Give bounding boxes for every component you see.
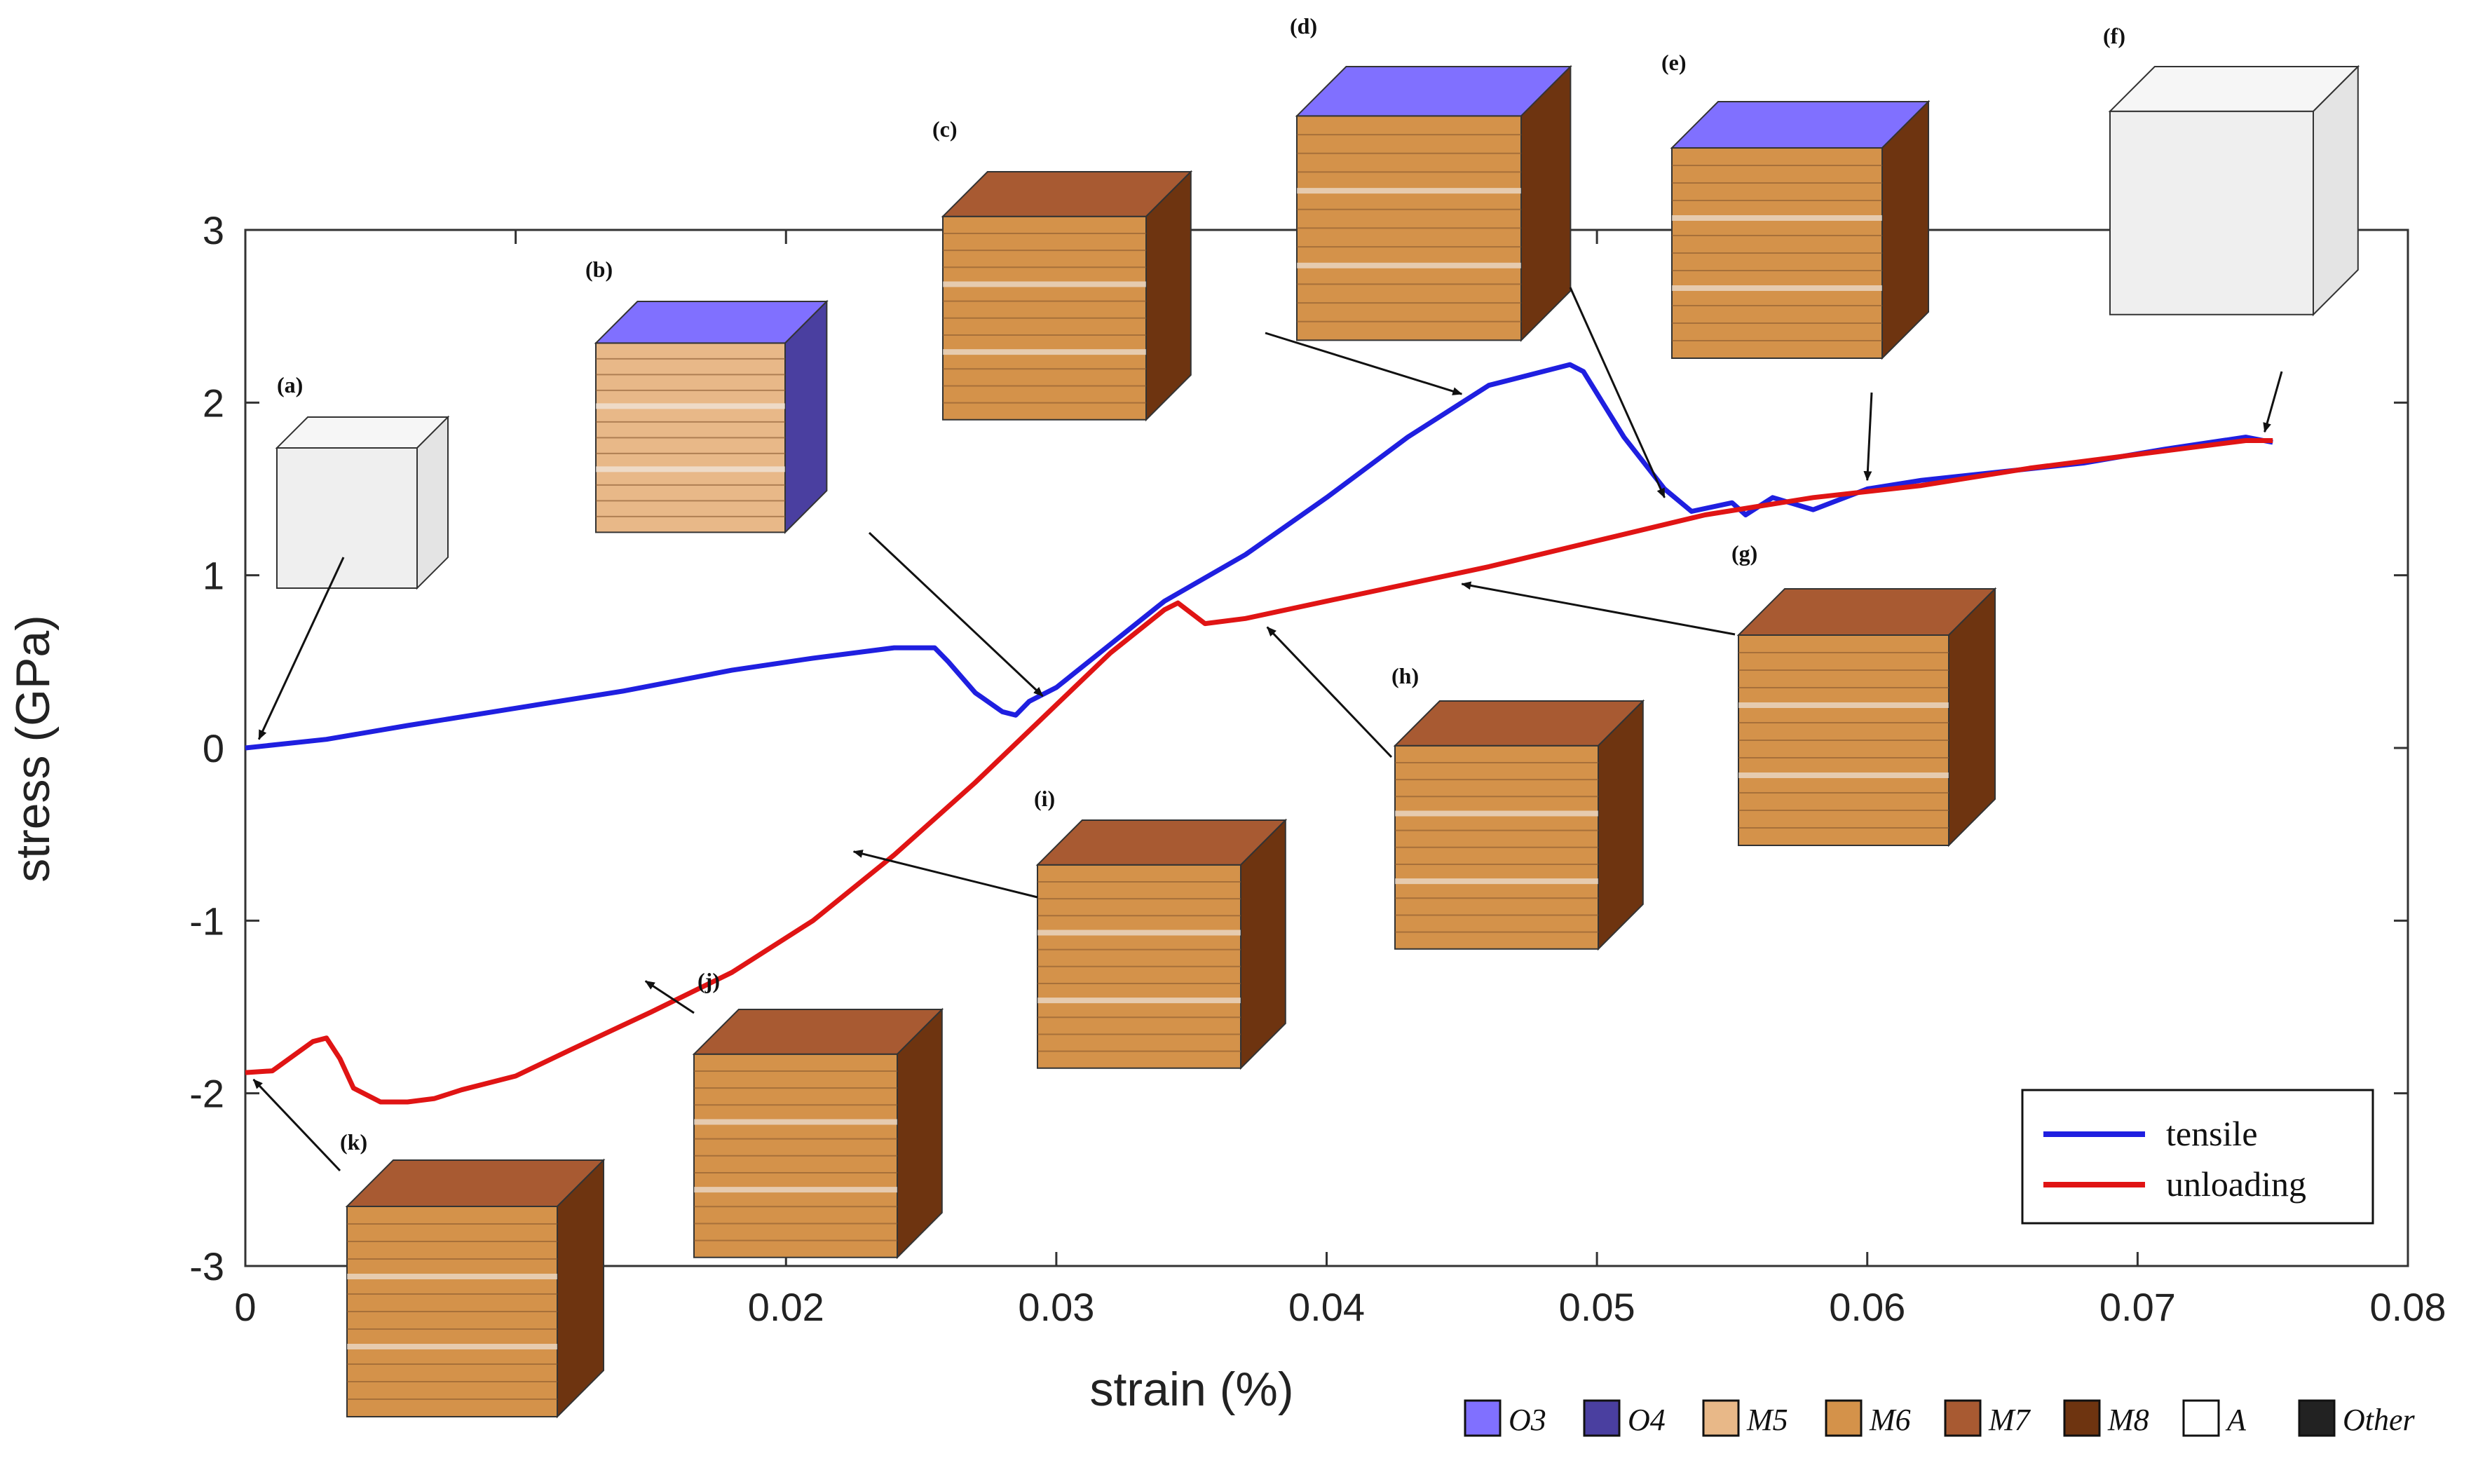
x-tick-label: 0.04: [1288, 1285, 1365, 1329]
cube-side-face: [2313, 64, 2359, 317]
legend-label-unloading: unloading: [2166, 1164, 2306, 1204]
panel-label: (b): [585, 257, 613, 282]
cube-side-face: [1598, 699, 1644, 951]
phase-label-O4: O4: [1628, 1403, 1666, 1437]
cube-side-face: [784, 299, 828, 534]
arrow-i: [852, 850, 1038, 899]
y-tick-label: 3: [203, 208, 224, 252]
phase-label-O3: O3: [1509, 1403, 1546, 1437]
phase-swatch-A: [2182, 1399, 2220, 1437]
arrow-d: [1569, 287, 1666, 498]
y-tick-label: 2: [203, 381, 224, 425]
x-tick-label: 0.06: [1829, 1285, 1905, 1329]
x-tick-label: 0.02: [748, 1285, 824, 1329]
snapshot-cube-f: (f): [2103, 23, 2360, 317]
snapshot-cube-j: (j): [692, 968, 944, 1260]
snapshot-cube-b: (b): [585, 257, 829, 534]
arrow-b: [868, 531, 1044, 697]
arrow-c: [1265, 332, 1463, 395]
cube-side-face: [1881, 100, 1929, 360]
cube-side-face: [1240, 818, 1286, 1070]
arrow-j: [644, 980, 695, 1014]
arrow-a: [257, 557, 345, 740]
panel-label: (a): [277, 372, 303, 397]
arrow-g: [1461, 581, 1736, 636]
arrow-k: [252, 1078, 341, 1172]
x-tick-label: 0.03: [1018, 1285, 1094, 1329]
x-tick-label: 0: [234, 1285, 256, 1329]
phase-legend: O3 O4 M5 M6 M7 M8 A Other: [1464, 1399, 2416, 1437]
phase-swatch-M5: [1702, 1399, 1740, 1437]
phase-label-M8: M8: [2107, 1403, 2149, 1437]
snapshot-cube-h: (h): [1391, 663, 1645, 951]
y-tick-label: 1: [203, 554, 224, 598]
x-tick-label: 0.05: [1559, 1285, 1635, 1329]
cube-side-face: [1948, 587, 1996, 847]
snapshot-cube-i: (i): [1034, 786, 1288, 1070]
snapshot-cube-e: (e): [1661, 50, 1931, 360]
panel-label: (j): [697, 968, 720, 993]
cube-side-face: [1145, 170, 1192, 422]
y-tick-label: -1: [189, 899, 224, 943]
phase-label-A: A: [2225, 1403, 2247, 1437]
panel-label: (e): [1661, 50, 1687, 75]
phase-swatch-M8: [2063, 1399, 2101, 1437]
data-lines: [245, 362, 2273, 1105]
cube-side-face: [897, 1007, 943, 1260]
legend-label-tensile: tensile: [2166, 1114, 2258, 1153]
y-axis-title: stress (GPa): [6, 615, 60, 883]
cube-side-face: [416, 415, 449, 590]
phase-swatch-O4: [1583, 1399, 1621, 1437]
phase-label-M7: M7: [1988, 1403, 2031, 1437]
panel-label: (k): [340, 1129, 367, 1155]
panel-label: (h): [1391, 663, 1419, 688]
phase-swatch-M6: [1825, 1399, 1863, 1437]
snapshot-cube-g: (g): [1731, 540, 1997, 847]
panel-label: (d): [1290, 13, 1317, 39]
snapshot-cube-a: (a): [275, 372, 450, 590]
cube-side-face: [1520, 64, 1572, 342]
phase-label-M6: M6: [1869, 1403, 1911, 1437]
legend-box: [2021, 1089, 2374, 1225]
panel-label: (g): [1731, 540, 1757, 566]
cube-front-face: [2109, 110, 2314, 315]
x-tick-label: 0.07: [2099, 1285, 2176, 1329]
phase-swatch-M7: [1944, 1399, 1982, 1437]
series-line-unloading: [245, 438, 2273, 1105]
phase-swatch-O3: [1464, 1399, 1502, 1437]
x-tick-label: 0.08: [2370, 1285, 2446, 1329]
phase-label-Other: Other: [2343, 1403, 2416, 1437]
panel-label: (c): [932, 116, 958, 142]
arrow-h: [1266, 626, 1393, 758]
cube-side-face: [557, 1158, 604, 1419]
phase-label-M5: M5: [1746, 1403, 1788, 1437]
y-tick-label: -2: [189, 1072, 224, 1116]
panel-label: (f): [2103, 23, 2125, 48]
y-tick-label: -3: [189, 1244, 224, 1288]
cube-front-face: [276, 447, 418, 589]
y-tick-label: 0: [203, 726, 224, 770]
snapshot-cubes: (a) (b) (c) (d) (e) (f) (g) (h) (i) (j) (k): [275, 13, 2360, 1419]
y-axis-ticks: -3 -2 -1 0 1 2 3: [189, 208, 2408, 1288]
series-legend: tensile unloading: [2021, 1089, 2374, 1225]
arrow-f: [2263, 371, 2283, 433]
snapshot-cube-c: (c): [932, 116, 1193, 422]
snapshot-cube-k: (k): [340, 1129, 606, 1419]
x-axis-title: strain (%): [1090, 1363, 1294, 1416]
annotation-arrows: [252, 287, 2283, 1172]
snapshot-cube-d: (d): [1290, 13, 1572, 342]
series-line-tensile: [245, 362, 2273, 751]
phase-swatch-Other: [2298, 1399, 2336, 1437]
arrow-e: [1863, 392, 1873, 482]
panel-label: (i): [1034, 786, 1055, 811]
